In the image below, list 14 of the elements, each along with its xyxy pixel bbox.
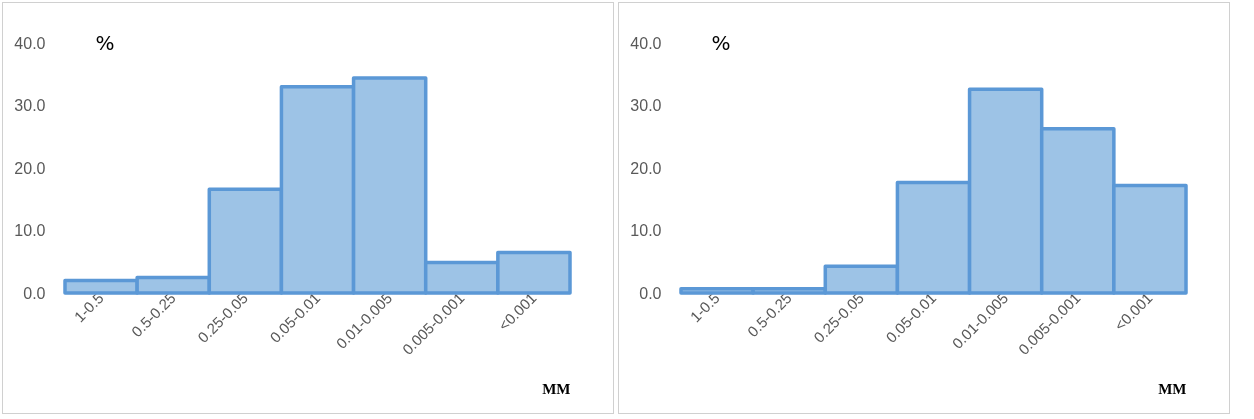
y-tick-label: 20.0 <box>14 159 46 177</box>
y-tick-label: 40.0 <box>630 34 662 52</box>
y-tick-label: 10.0 <box>14 222 46 239</box>
y-axis-title: % <box>95 30 115 55</box>
y-axis-title: % <box>711 30 731 55</box>
y-tick-label: 30.0 <box>14 97 46 114</box>
y-tick-label: 0.0 <box>639 284 662 302</box>
y-tick-label: 20.0 <box>630 159 662 177</box>
y-tick-label: 0.0 <box>23 284 46 302</box>
x-axis-title: MM <box>1158 380 1187 397</box>
x-axis-title: MM <box>542 380 571 397</box>
y-tick-label: 40.0 <box>14 34 46 52</box>
y-tick-label: 30.0 <box>630 97 662 114</box>
y-tick-label: 10.0 <box>630 222 662 239</box>
